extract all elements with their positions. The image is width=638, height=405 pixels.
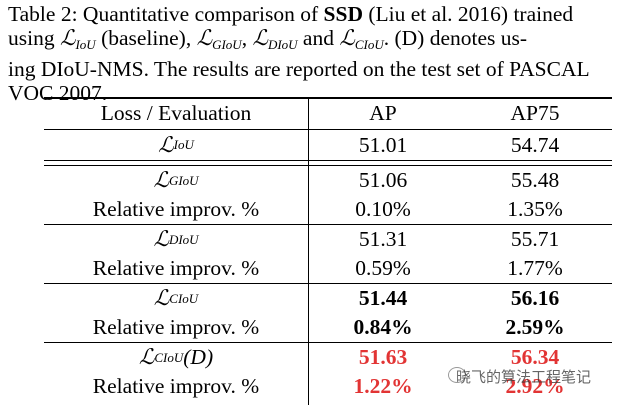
ap-value: 51.06 bbox=[358, 168, 408, 192]
ap-value: 0.59% bbox=[355, 256, 411, 280]
ap75-value: 1.77% bbox=[507, 256, 563, 280]
ap75-value: 55.71 bbox=[510, 227, 560, 251]
loss-ciou: ℒ CIoU bbox=[153, 286, 199, 310]
table-top-rule bbox=[44, 97, 612, 99]
table-row-giou: ℒ GIoU 51.06 55.48 bbox=[44, 166, 612, 195]
table-caption: Table 2: Quantitative comparison of SSD … bbox=[8, 2, 638, 105]
caption-label: Table 2: bbox=[8, 2, 78, 26]
loss-giou: ℒ GIoU bbox=[153, 168, 199, 192]
loss-diou: ℒ DIoU bbox=[153, 227, 199, 251]
table-row-diou: ℒ DIoU 51.31 55.71 bbox=[44, 225, 612, 254]
ap75-value: 56.16 bbox=[510, 286, 560, 310]
loss-iou: ℒ IoU bbox=[158, 132, 194, 157]
ap-value: 1.22% bbox=[353, 374, 413, 398]
table-row-ciou-d: ℒ CIoU (D) 51.63 56.34 bbox=[44, 343, 612, 372]
table-row-ciou: ℒ CIoU 51.44 56.16 bbox=[44, 284, 612, 313]
ap-value: 0.84% bbox=[353, 315, 413, 339]
watermark: 晓飞的算法工程笔记 bbox=[456, 368, 592, 386]
relative-improv-label: Relative improv. % bbox=[92, 374, 260, 398]
ap75-value: 2.59% bbox=[505, 315, 565, 339]
double-rule-gap bbox=[44, 161, 612, 166]
ap75-value: 54.74 bbox=[510, 132, 560, 157]
caption-line-4: VOC 2007. bbox=[8, 81, 108, 105]
ap75-value: 55.48 bbox=[510, 168, 560, 192]
ap-value: 51.63 bbox=[358, 345, 408, 369]
caption-line-3: ing DIoU-NMS. The results are reported o… bbox=[8, 57, 590, 81]
ap-value: 51.01 bbox=[358, 132, 408, 157]
relative-improv-label: Relative improv. % bbox=[92, 197, 260, 221]
column-divider bbox=[308, 97, 309, 405]
table-row-ciou-improv: Relative improv. % 0.84% 2.59% bbox=[44, 313, 612, 343]
header-ap: AP bbox=[369, 100, 397, 125]
caption-ssd: SSD bbox=[323, 2, 363, 26]
ap-value: 0.10% bbox=[355, 197, 411, 221]
ap75-value: 2.92% bbox=[505, 374, 565, 398]
table-row-diou-improv: Relative improv. % 0.59% 1.77% bbox=[44, 254, 612, 284]
header-ap75: AP75 bbox=[510, 100, 560, 125]
wechat-icon bbox=[448, 367, 466, 383]
table-row-iou: ℒ IoU 51.01 54.74 bbox=[44, 129, 612, 161]
table-row-ciou-d-improv: Relative improv. % 1.22% 2.92% bbox=[44, 372, 612, 401]
ap75-value: 1.35% bbox=[507, 197, 563, 221]
ap-value: 51.31 bbox=[358, 227, 408, 251]
header-row: Loss / Evaluation AP AP75 bbox=[44, 97, 612, 129]
header-loss-evaluation: Loss / Evaluation bbox=[100, 100, 252, 125]
relative-improv-label: Relative improv. % bbox=[92, 315, 260, 339]
loss-ciou-d: ℒ CIoU (D) bbox=[138, 345, 214, 369]
ap75-value: 56.34 bbox=[510, 345, 560, 369]
ap-value: 51.44 bbox=[358, 286, 408, 310]
caption-line-1: Table 2: Quantitative comparison of SSD … bbox=[8, 2, 574, 26]
table-row-giou-improv: Relative improv. % 0.10% 1.35% bbox=[44, 195, 612, 225]
caption-line-2: using ℒIoU (baseline), ℒGIoU, ℒDIoU and … bbox=[8, 26, 528, 52]
results-table: Loss / Evaluation AP AP75 ℒ IoU 51.01 54.… bbox=[44, 97, 612, 405]
relative-improv-label: Relative improv. % bbox=[92, 256, 260, 280]
